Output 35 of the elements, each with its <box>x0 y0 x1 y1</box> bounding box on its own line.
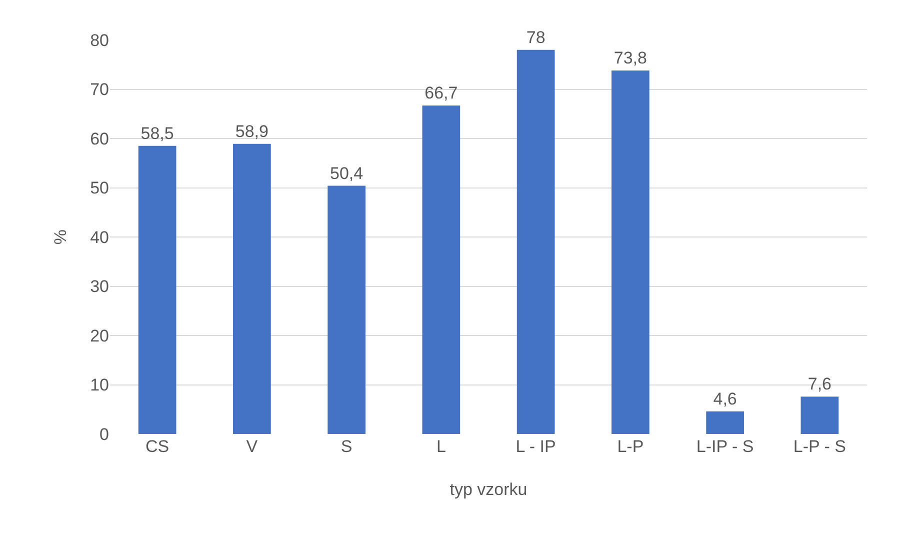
y-tick-label: 20 <box>90 326 109 346</box>
x-tick-label: S <box>340 437 352 456</box>
data-label: 4,6 <box>713 389 737 408</box>
y-tick-label: 30 <box>90 277 109 296</box>
data-label: 7,6 <box>808 374 832 394</box>
y-tick-label: 60 <box>90 129 109 148</box>
y-tick-label: 40 <box>90 228 109 247</box>
y-tick-label: 10 <box>90 376 109 395</box>
x-tick-label: L <box>436 437 446 456</box>
bar <box>800 396 839 434</box>
x-axis-title: typ vzorku <box>450 480 528 499</box>
y-axis-title: % <box>51 229 70 245</box>
x-tick-label: L-IP - S <box>696 437 754 456</box>
data-label: 50,4 <box>330 164 364 183</box>
data-label: 58,9 <box>235 122 268 141</box>
y-tick-label: 0 <box>100 424 109 444</box>
x-tick-label: L-P <box>617 437 644 456</box>
data-label: 73,8 <box>614 48 647 68</box>
bar <box>706 411 744 434</box>
y-tick-label: 50 <box>90 178 109 198</box>
data-label: 78 <box>526 28 546 47</box>
x-tick-label: L-P - S <box>793 437 846 456</box>
x-tick-label: CS <box>145 437 170 456</box>
bar <box>422 106 460 434</box>
bar <box>328 186 366 434</box>
data-label: 66,7 <box>424 84 458 102</box>
bar <box>516 50 555 434</box>
y-tick-label: 80 <box>90 30 109 50</box>
x-tick-label: L - IP <box>516 437 556 456</box>
bar <box>138 146 176 434</box>
x-tick-label: V <box>246 437 258 456</box>
y-tick-label: 70 <box>90 80 109 100</box>
bar <box>612 70 650 434</box>
bar <box>233 144 271 434</box>
data-label: 58,5 <box>140 124 174 143</box>
